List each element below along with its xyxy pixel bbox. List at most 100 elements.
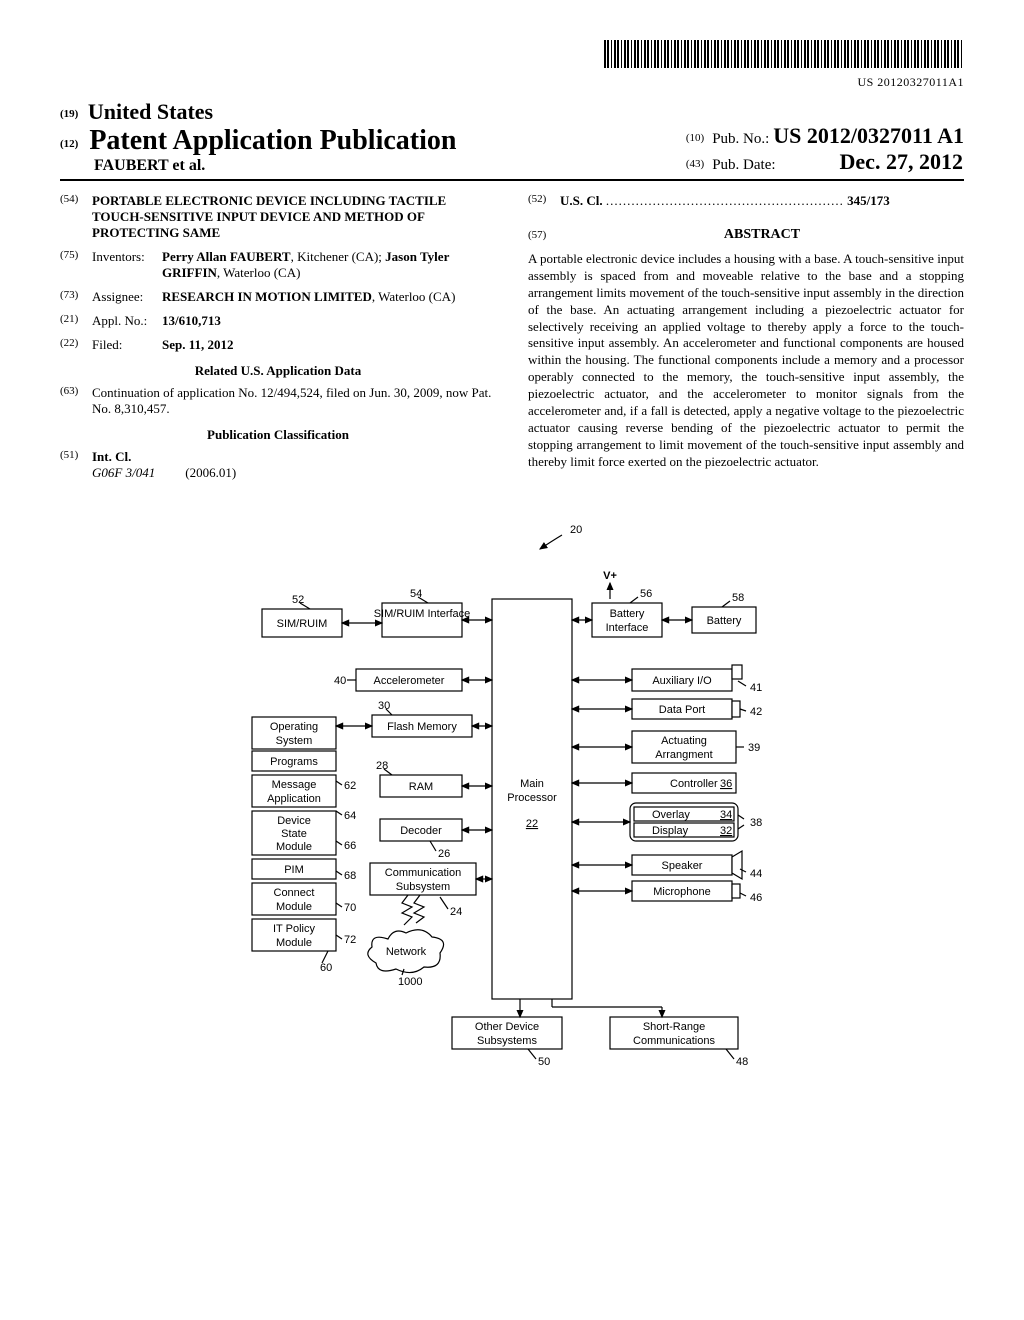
svg-text:Other Device: Other Device <box>475 1021 539 1033</box>
display-label: Display <box>652 825 689 837</box>
svg-text:Actuating: Actuating <box>661 735 707 747</box>
overlay-label: Overlay <box>652 809 690 821</box>
svg-text:Subsystem: Subsystem <box>396 881 450 893</box>
conn-ref: 70 <box>344 902 356 914</box>
svg-text:IT Policy: IT Policy <box>273 923 315 935</box>
svg-text:Device: Device <box>277 815 311 827</box>
pim-label: PIM <box>284 864 304 876</box>
pubdate-value: Dec. 27, 2012 <box>840 149 963 174</box>
dataport-ref: 42 <box>750 706 762 718</box>
barcode-region: US 20120327011A1 <box>60 40 964 91</box>
sim-label: SIM/RUIM <box>277 618 328 630</box>
field-54-title: PORTABLE ELECTRONIC DEVICE INCLUDING TAC… <box>92 193 496 241</box>
field-22-label: Filed: <box>92 337 162 353</box>
field-22: (22) Filed: Sep. 11, 2012 <box>60 337 496 353</box>
ref-20: 20 <box>570 524 582 536</box>
field-54-num: (54) <box>60 193 92 205</box>
bat-ref: 58 <box>732 592 744 604</box>
pubclass-header: Publication Classification <box>60 427 496 443</box>
pim-ref: 68 <box>344 870 356 882</box>
net-label: Network <box>386 946 427 958</box>
svg-text:Communication: Communication <box>385 867 461 879</box>
paren-12: (12) <box>60 138 78 150</box>
net-ref: 1000 <box>398 976 422 988</box>
sr-ref: 48 <box>736 1056 748 1068</box>
field-22-num: (22) <box>60 337 92 349</box>
flash-label: Flash Memory <box>387 721 457 733</box>
biblio-right-column: (52) U.S. Cl. ..........................… <box>528 193 964 489</box>
batif-ref: 56 <box>640 588 652 600</box>
pubno-label: Pub. No.: <box>712 131 769 147</box>
country-name: United States <box>88 99 213 124</box>
biblio-columns: (54) PORTABLE ELECTRONIC DEVICE INCLUDIN… <box>60 193 964 489</box>
main-proc-l1: Main <box>520 778 544 790</box>
ds-ref: 66 <box>344 840 356 852</box>
overlay-ref: 34 <box>720 809 732 821</box>
svg-text:Interface: Interface <box>606 622 649 634</box>
barcode-number: US 20120327011A1 <box>857 75 964 89</box>
prog-label: Programs <box>270 756 318 768</box>
accel-label: Accelerometer <box>374 675 445 687</box>
stack-ref: 60 <box>320 962 332 974</box>
svg-text:Operating: Operating <box>270 721 318 733</box>
tsd-ref: 38 <box>750 817 762 829</box>
field-75-label: Inventors: <box>92 249 162 265</box>
display-ref: 32 <box>720 825 732 837</box>
pubdate-label: Pub. Date: <box>712 157 775 173</box>
biblio-left-column: (54) PORTABLE ELECTRONIC DEVICE INCLUDIN… <box>60 193 496 489</box>
pubno-value: US 2012/0327011 A1 <box>773 123 964 148</box>
field-51-label: Int. Cl. <box>92 449 131 464</box>
msg-ref: 64 <box>344 810 356 822</box>
spk-ref: 44 <box>750 868 762 880</box>
main-proc-ref: 22 <box>526 818 538 830</box>
simif-label: SIM/RUIM Interface <box>374 608 471 620</box>
flash-ref: 30 <box>378 700 390 712</box>
svg-text:Subsystems: Subsystems <box>477 1035 537 1047</box>
field-54: (54) PORTABLE ELECTRONIC DEVICE INCLUDIN… <box>60 193 496 241</box>
barcode-graphic <box>604 40 964 68</box>
abstract-header: ABSTRACT <box>560 227 964 243</box>
bat-label: Battery <box>707 615 742 627</box>
dataport-label: Data Port <box>659 704 705 716</box>
field-21: (21) Appl. No.: 13/610,713 <box>60 313 496 329</box>
svg-text:Message: Message <box>272 779 317 791</box>
dec-ref: 26 <box>438 848 450 860</box>
field-52-num: (52) <box>528 193 560 205</box>
field-51-num: (51) <box>60 449 92 461</box>
field-51: (51) Int. Cl. G06F 3/041 (2006.01) <box>60 449 496 481</box>
header-left: (19) United States (12) Patent Applicati… <box>60 99 456 175</box>
ctrl-subref: 36 <box>720 778 732 790</box>
abstract-body: A portable electronic device includes a … <box>528 251 964 471</box>
svg-text:Communications: Communications <box>633 1035 715 1047</box>
related-header: Related U.S. Application Data <box>60 363 496 379</box>
svg-text:Module: Module <box>276 841 312 853</box>
block-diagram-container: 20 Main Processor 22 SIM/RUIM 52 SIM/RUI… <box>60 519 964 1079</box>
field-52-code: 345/173 <box>847 193 890 208</box>
block-diagram: 20 Main Processor 22 SIM/RUIM 52 SIM/RUI… <box>192 519 832 1079</box>
os-ref: 62 <box>344 780 356 792</box>
field-21-text: 13/610,713 <box>162 313 221 328</box>
authors-line: FAUBERT et al. <box>94 157 205 174</box>
field-73-num: (73) <box>60 289 92 301</box>
field-21-num: (21) <box>60 313 92 325</box>
field-51-code: G06F 3/041 <box>92 465 182 481</box>
spk-label: Speaker <box>662 860 703 872</box>
accel-ref: 40 <box>334 675 346 687</box>
paren-43: (43) <box>686 158 704 170</box>
field-73-label: Assignee: <box>92 289 162 305</box>
ctrl-label: Controller <box>670 778 718 790</box>
other-ref: 50 <box>538 1056 550 1068</box>
svg-text:System: System <box>276 735 313 747</box>
mic-label: Microphone <box>653 886 710 898</box>
field-52: (52) U.S. Cl. ..........................… <box>528 193 964 209</box>
itp-ref: 72 <box>344 934 356 946</box>
field-52-label: U.S. Cl. <box>560 193 603 208</box>
svg-text:Module: Module <box>276 937 312 949</box>
doc-type: Patent Application Publication <box>89 125 456 156</box>
title-header: (19) United States (12) Patent Applicati… <box>60 99 964 181</box>
mic-ref: 46 <box>750 892 762 904</box>
field-63-text: Continuation of application No. 12/494,5… <box>92 385 496 417</box>
paren-19: (19) <box>60 108 78 120</box>
field-63-num: (63) <box>60 385 92 397</box>
vplus-label: V+ <box>603 570 617 582</box>
